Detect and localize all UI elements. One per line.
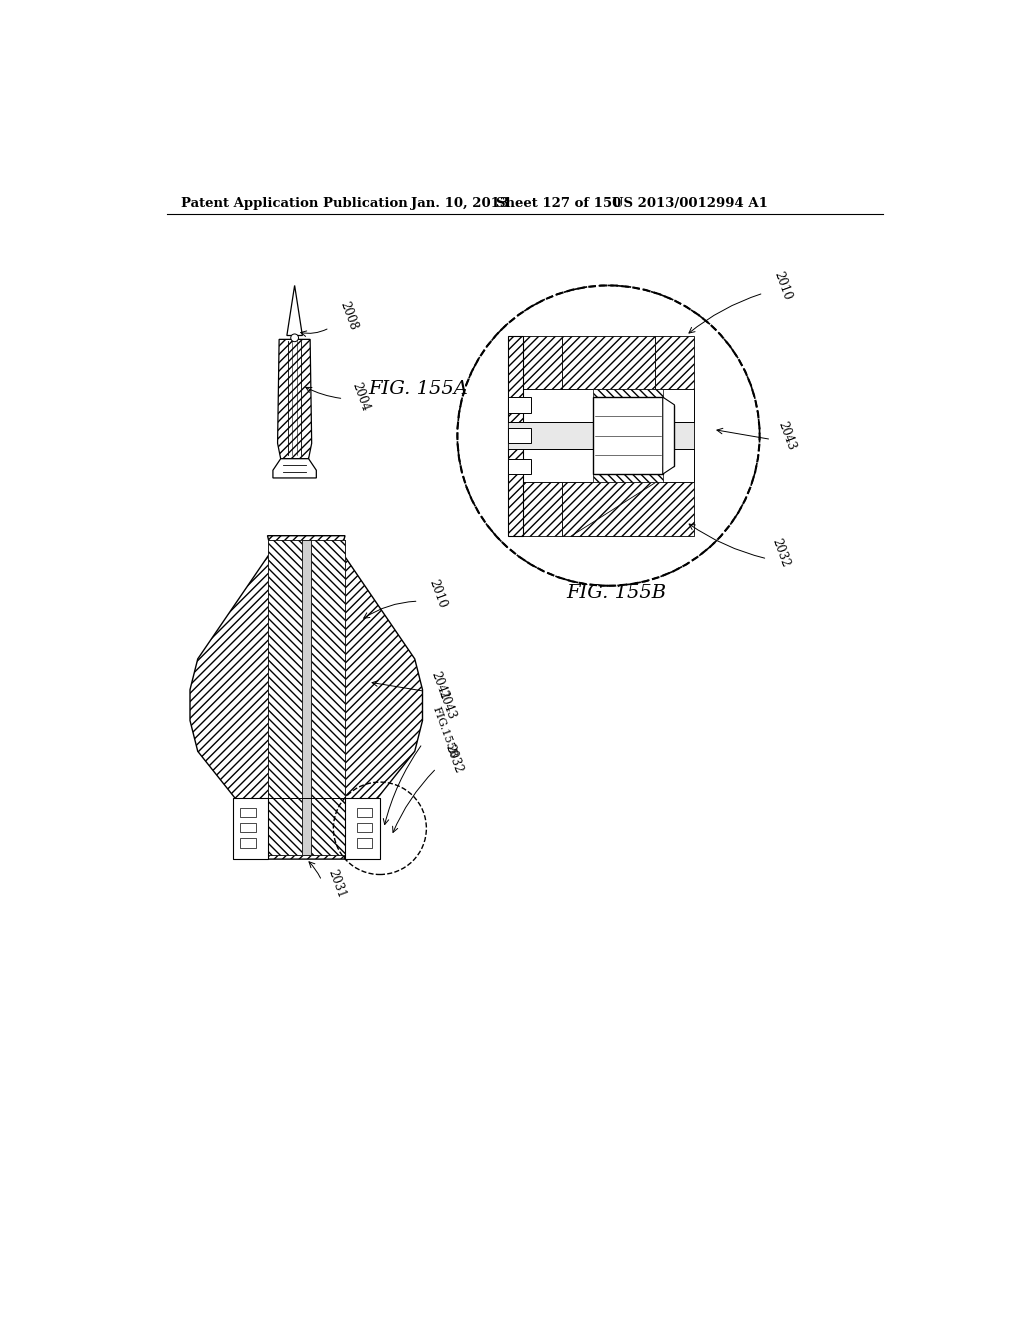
Bar [241,822,256,832]
Text: 2043: 2043 [435,689,458,721]
Polygon shape [508,335,523,536]
Polygon shape [278,339,311,459]
Text: 2010: 2010 [771,269,794,302]
Bar [356,808,372,817]
Polygon shape [593,397,675,474]
Text: FIG. 155B: FIG. 155B [566,585,666,602]
Circle shape [291,334,299,342]
Text: 2032: 2032 [442,743,464,775]
Polygon shape [593,474,663,482]
Bar [508,397,531,412]
Polygon shape [562,482,655,536]
Polygon shape [287,285,302,335]
Polygon shape [273,459,316,478]
Bar [241,808,256,817]
Text: 2032: 2032 [770,536,793,569]
Text: 2041: 2041 [429,669,452,702]
Text: Patent Application Publication: Patent Application Publication [180,197,408,210]
Polygon shape [508,422,693,449]
Polygon shape [569,482,693,536]
Polygon shape [562,335,655,389]
Polygon shape [523,335,562,389]
Circle shape [458,285,760,586]
Bar [356,822,372,832]
Polygon shape [655,335,693,389]
Text: 2031: 2031 [326,867,348,900]
Text: 2004: 2004 [349,381,372,413]
Polygon shape [593,389,663,397]
Polygon shape [232,797,267,859]
Text: Sheet 127 of 150: Sheet 127 of 150 [496,197,622,210]
Text: US 2013/0012994 A1: US 2013/0012994 A1 [612,197,768,210]
Polygon shape [267,540,302,855]
Text: 2010: 2010 [426,577,449,610]
Polygon shape [190,536,423,859]
Polygon shape [345,797,380,859]
Polygon shape [663,397,675,474]
Polygon shape [523,482,562,536]
Bar [356,838,372,847]
Text: 2008: 2008 [337,300,359,333]
Polygon shape [302,540,311,855]
Polygon shape [508,389,693,482]
Text: 2043: 2043 [775,420,798,451]
Polygon shape [345,797,380,859]
Bar [241,838,256,847]
Polygon shape [232,797,267,859]
Text: FIG.155B: FIG.155B [430,705,458,759]
Polygon shape [267,540,345,855]
Text: Jan. 10, 2013: Jan. 10, 2013 [411,197,509,210]
Bar [508,428,531,444]
Polygon shape [311,540,345,855]
Text: FIG. 155A: FIG. 155A [369,380,468,399]
Bar [508,459,531,474]
